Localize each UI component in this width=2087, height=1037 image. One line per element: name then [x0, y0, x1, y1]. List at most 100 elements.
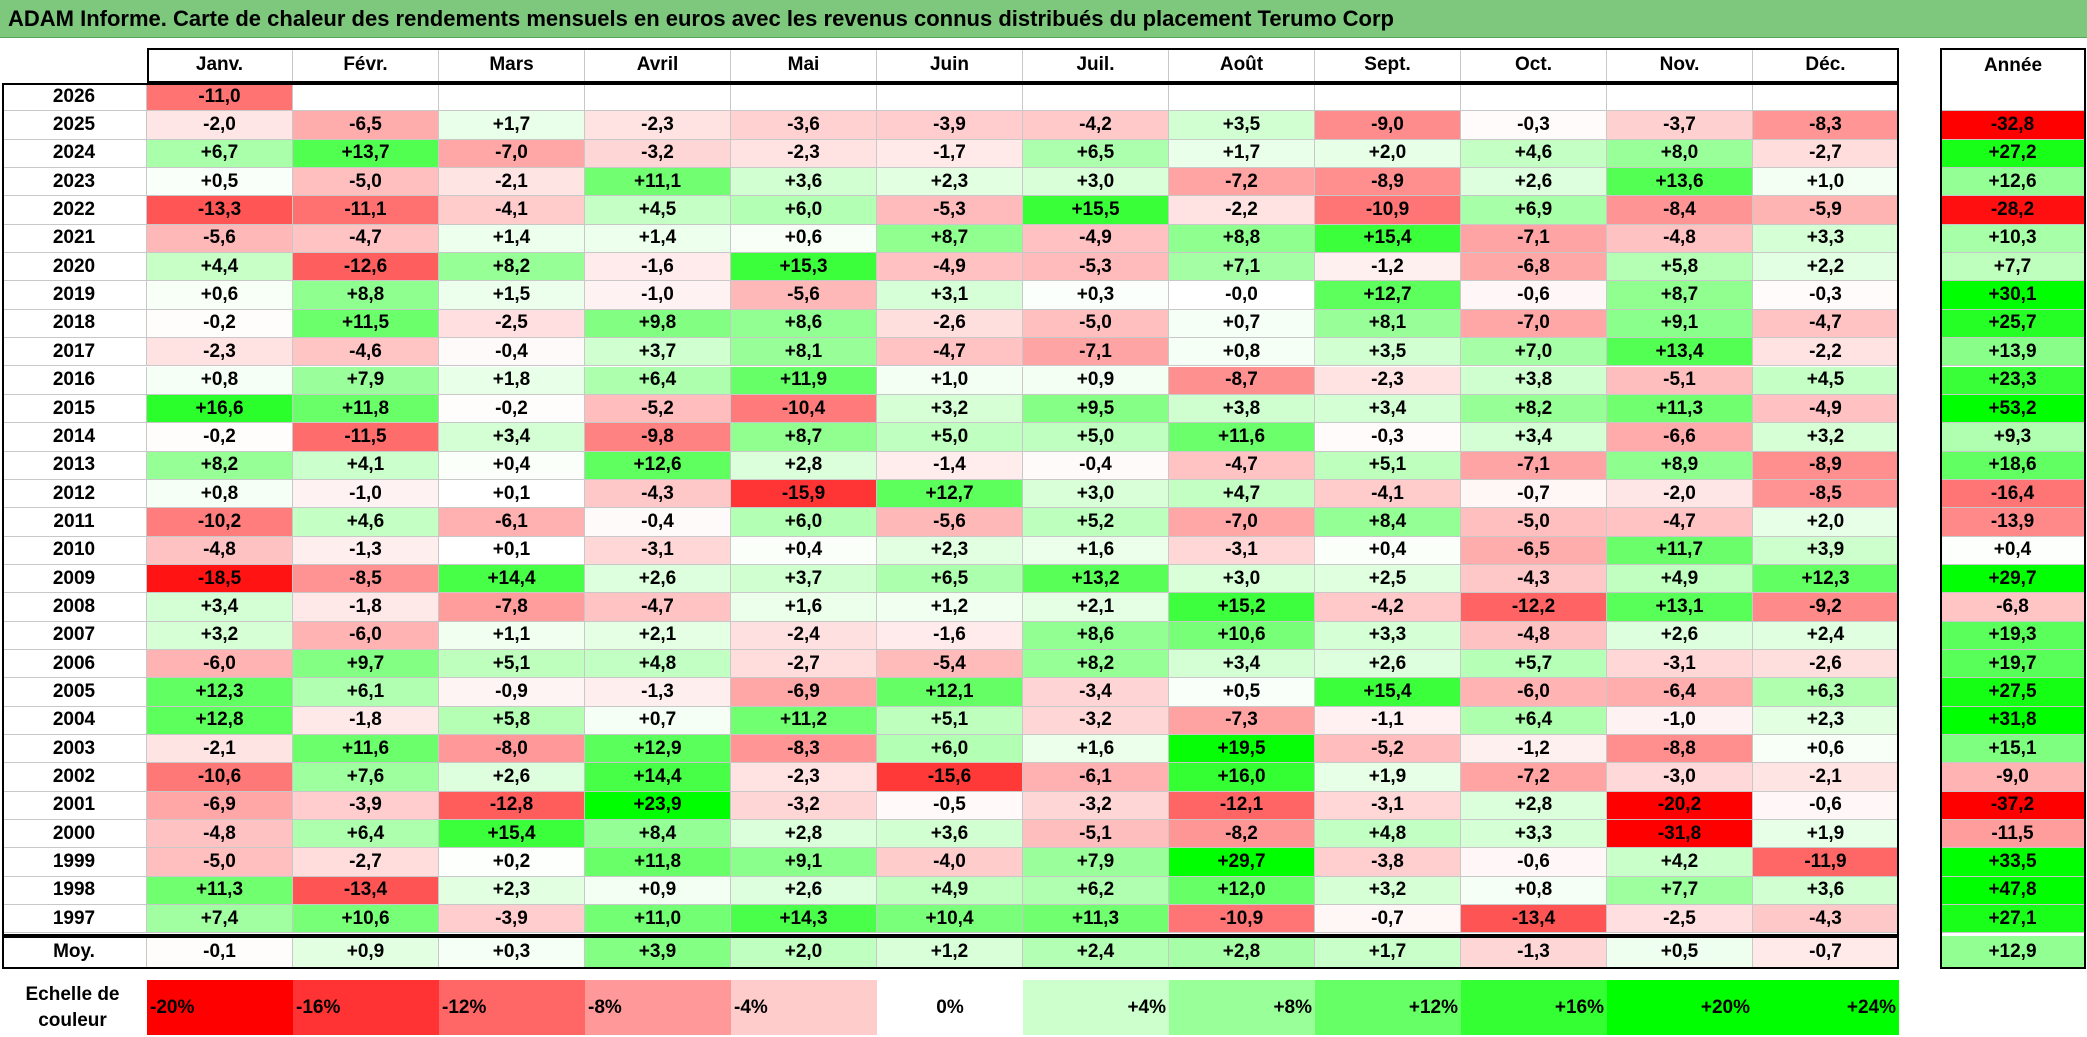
heatmap-cell: -1,8 — [293, 706, 439, 736]
heatmap-cell: -10,9 — [1169, 905, 1315, 934]
annual-cell: +27,5 — [1940, 678, 2086, 707]
heatmap-cell: -3,1 — [1315, 791, 1461, 821]
heatmap-cell: -8,7 — [1169, 366, 1315, 395]
heatmap-cell: -7,1 — [1461, 451, 1607, 480]
heatmap-cell: -0,4 — [1023, 451, 1169, 480]
heatmap-cell: +14,4 — [439, 564, 585, 594]
heatmap-cell: +11,8 — [585, 848, 731, 877]
average-cell: -0,1 — [147, 935, 293, 969]
heatmap-cell: +0,6 — [147, 281, 293, 310]
heatmap-cell: +7,1 — [1169, 253, 1315, 282]
heatmap-cell: -13,3 — [147, 196, 293, 225]
heatmap-cell: -3,2 — [1023, 791, 1169, 821]
heatmap-cell: +7,9 — [1023, 848, 1169, 877]
heatmap-cell: +10,6 — [1169, 621, 1315, 650]
annual-cell: +12,6 — [1940, 168, 2086, 197]
heatmap-cell: -0,6 — [1461, 281, 1607, 310]
heatmap-cell: +1,0 — [877, 366, 1023, 395]
heatmap-cell: -6,0 — [293, 621, 439, 650]
heatmap-cell: +3,8 — [1169, 394, 1315, 424]
heatmap-cell: +5,1 — [877, 706, 1023, 736]
annual-cell: -28,2 — [1940, 196, 2086, 225]
heatmap-cell: -5,2 — [1315, 735, 1461, 764]
heatmap-cell: +1,6 — [1023, 735, 1169, 764]
heatmap-cell: +3,0 — [1023, 479, 1169, 509]
heatmap-cell: +3,6 — [731, 168, 877, 197]
scale-swatch: +24% — [1753, 980, 1899, 1035]
heatmap-cell — [439, 83, 585, 112]
heatmap-cell: +3,9 — [1753, 536, 1899, 565]
heatmap-cell: +3,7 — [585, 338, 731, 367]
heatmap-cell: +11,1 — [585, 168, 731, 197]
annual-cell: -13,9 — [1940, 508, 2086, 537]
heatmap-cell: +1,6 — [731, 593, 877, 622]
heatmap-cell: +15,5 — [1023, 196, 1169, 225]
heatmap-cell: +12,7 — [877, 479, 1023, 509]
heatmap-cell: +29,7 — [1169, 848, 1315, 877]
heatmap-cell: +8,6 — [1023, 621, 1169, 650]
heatmap-cell: -0,6 — [1461, 848, 1607, 877]
heatmap-cell: -1,0 — [585, 281, 731, 310]
heatmap-cell: +12,8 — [147, 706, 293, 736]
annual-cell: +19,3 — [1940, 621, 2086, 650]
heatmap-cell: +13,2 — [1023, 564, 1169, 594]
heatmap-cell: -4,1 — [439, 196, 585, 225]
heatmap-cell: -8,4 — [1607, 196, 1753, 225]
heatmap-cell: -8,5 — [1753, 479, 1899, 509]
heatmap-cell: -6,1 — [1023, 763, 1169, 792]
heatmap-cell: +3,2 — [1315, 876, 1461, 906]
heatmap-cell: +2,3 — [877, 168, 1023, 197]
annual-cell: +27,1 — [1940, 905, 2086, 934]
heatmap-cell: +15,3 — [731, 253, 877, 282]
heatmap-cell: +3,6 — [1753, 876, 1899, 906]
heatmap-cell: -3,1 — [585, 536, 731, 565]
month-header: Juin — [877, 48, 1023, 83]
heatmap-cell: +11,3 — [147, 876, 293, 906]
heatmap-cell: -3,2 — [585, 139, 731, 169]
heatmap-cell: +2,8 — [1461, 791, 1607, 821]
heatmap-cell: -0,2 — [147, 423, 293, 452]
heatmap-cell: -8,5 — [293, 564, 439, 594]
heatmap-cell: +6,3 — [1753, 678, 1899, 707]
heatmap-cell: -5,0 — [1461, 508, 1607, 537]
heatmap-cell: -0,3 — [1315, 423, 1461, 452]
heatmap-cell — [1753, 83, 1899, 112]
heatmap-cell: -4,7 — [1169, 451, 1315, 480]
heatmap-cell: +7,9 — [293, 366, 439, 395]
heatmap-cell: -5,3 — [877, 196, 1023, 225]
heatmap-cell: +5,8 — [1607, 253, 1753, 282]
heatmap-cell: -0,7 — [1461, 479, 1607, 509]
heatmap-cell: -3,1 — [1607, 650, 1753, 679]
heatmap-cell — [293, 83, 439, 112]
heatmap-cell: +23,9 — [585, 791, 731, 821]
heatmap-cell: -0,3 — [1753, 281, 1899, 310]
heatmap-cell: +8,1 — [1315, 309, 1461, 339]
scale-swatch: 0% — [877, 980, 1023, 1035]
scale-swatch: -4% — [731, 980, 877, 1035]
heatmap-cell: -4,3 — [585, 479, 731, 509]
year-label: 2017 — [2, 338, 147, 367]
heatmap-cell: +1,9 — [1315, 763, 1461, 792]
heatmap-cell: +3,8 — [1461, 366, 1607, 395]
scale-swatch: -16% — [293, 980, 439, 1035]
heatmap-cell: -2,0 — [147, 111, 293, 140]
heatmap-cell: -1,4 — [877, 451, 1023, 480]
heatmap-cell: +19,5 — [1169, 735, 1315, 764]
annual-cell: -37,2 — [1940, 791, 2086, 821]
heatmap-cell: +8,6 — [731, 309, 877, 339]
month-header: Août — [1169, 48, 1315, 83]
title-bar: ADAM Informe. Carte de chaleur des rende… — [0, 0, 2087, 38]
heatmap-cell: +9,5 — [1023, 394, 1169, 424]
annual-cell: -32,8 — [1940, 111, 2086, 140]
heatmap-cell: -7,2 — [1461, 763, 1607, 792]
heatmap-cell: -3,4 — [1023, 678, 1169, 707]
heatmap-cell: +3,7 — [731, 564, 877, 594]
heatmap-cell: +5,0 — [877, 423, 1023, 452]
heatmap-cell: +3,4 — [1461, 423, 1607, 452]
heatmap-cell: -1,1 — [1315, 706, 1461, 736]
heatmap-cell: -2,7 — [731, 650, 877, 679]
heatmap-cell: -4,9 — [877, 253, 1023, 282]
heatmap-cell: +4,6 — [1461, 139, 1607, 169]
year-label: 2001 — [2, 791, 147, 821]
average-cell: +0,9 — [293, 935, 439, 969]
